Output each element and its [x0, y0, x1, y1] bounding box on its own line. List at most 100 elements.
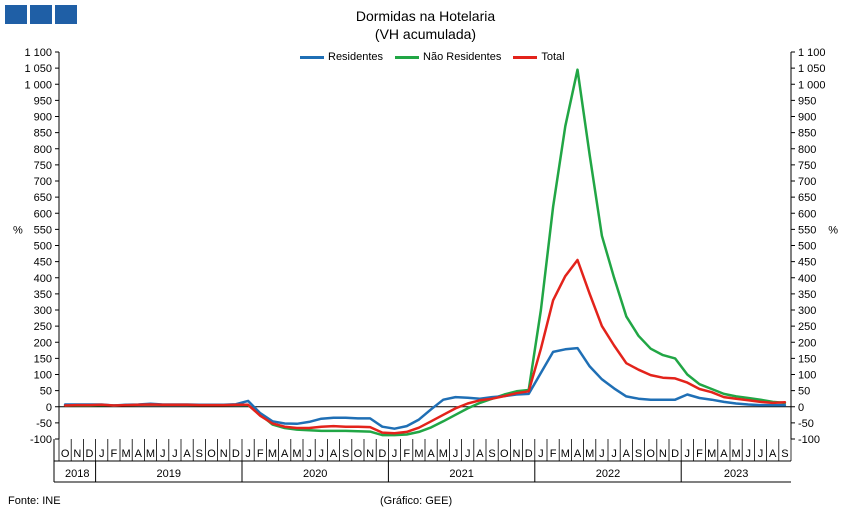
x-tick-label: M	[414, 448, 423, 460]
x-tick-label: M	[292, 448, 301, 460]
x-tick-label: F	[696, 448, 703, 460]
chart-title: Dormidas na Hotelaria	[355, 8, 496, 24]
x-tick-label: A	[574, 448, 582, 460]
x-tick-label: J	[599, 448, 605, 460]
y-tick-label-left: 850	[34, 128, 52, 140]
x-tick-label: J	[319, 448, 325, 460]
x-tick-label: D	[86, 448, 94, 460]
y-tick-label-right: 850	[798, 128, 816, 140]
x-tick-label: S	[781, 448, 788, 460]
x-tick-label: A	[281, 448, 289, 460]
y-tick-label-right: 150	[798, 353, 816, 365]
x-tick-label: J	[758, 448, 764, 460]
series-line-total	[63, 258, 787, 435]
x-tick-label: M	[585, 448, 594, 460]
y-tick-label-right: 1 050	[798, 63, 826, 75]
x-tick-label: J	[538, 448, 544, 460]
x-year-label: 2020	[303, 468, 327, 480]
y-tick-label-left: 700	[34, 176, 52, 188]
y-axis-unit-left: %	[13, 224, 23, 236]
x-tick-label: J	[453, 448, 459, 460]
logo-block	[30, 5, 52, 24]
source-note: Fonte: INE	[8, 495, 61, 507]
series-line-nao-residentes	[63, 68, 787, 437]
x-tick-label: N	[366, 448, 374, 460]
y-tick-label-left: 550	[34, 224, 52, 236]
y-tick-label-right: 1 000	[798, 79, 826, 91]
y-tick-label-left: 50	[40, 386, 52, 398]
x-tick-label: S	[196, 448, 203, 460]
y-tick-label-right: 550	[798, 224, 816, 236]
x-tick-label: D	[525, 448, 533, 460]
y-tick-label-left: 600	[34, 208, 52, 220]
y-tick-label-left: 800	[34, 144, 52, 156]
y-tick-label-left: 450	[34, 257, 52, 269]
x-tick-label: J	[99, 448, 105, 460]
x-tick-label: J	[172, 448, 178, 460]
x-tick-label: S	[635, 448, 642, 460]
x-tick-label: S	[488, 448, 495, 460]
y-tick-label-left: 650	[34, 192, 52, 204]
x-tick-label: O	[61, 448, 70, 460]
x-tick-label: D	[671, 448, 679, 460]
x-tick-label: J	[611, 448, 617, 460]
y-tick-label-left: 100	[34, 370, 52, 382]
x-tick-label: A	[720, 448, 728, 460]
chart-subtitle: (VH acumulada)	[374, 26, 477, 42]
y-tick-label-left: 150	[34, 353, 52, 365]
y-tick-label-right: 600	[798, 208, 816, 220]
y-tick-label-right: -100	[798, 434, 820, 446]
y-tick-label-right: 200	[798, 337, 816, 349]
x-tick-label: F	[111, 448, 118, 460]
x-tick-label: M	[122, 448, 131, 460]
x-tick-label: O	[207, 448, 216, 460]
y-tick-label-right: 300	[798, 305, 816, 317]
y-tick-label-left: 250	[34, 321, 52, 333]
x-tick-label: A	[769, 448, 777, 460]
y-tick-label-left: 500	[34, 241, 52, 253]
y-tick-label-left: 350	[34, 289, 52, 301]
y-tick-label-left: 1 050	[24, 63, 52, 75]
x-tick-label: N	[220, 448, 228, 460]
logo-block	[5, 5, 27, 24]
x-tick-label: A	[476, 448, 484, 460]
y-tick-label-right: 900	[798, 112, 816, 124]
series-line-residentes	[63, 346, 787, 430]
y-tick-label-right: 650	[798, 192, 816, 204]
x-year-label: 2019	[157, 468, 181, 480]
x-tick-label: N	[659, 448, 667, 460]
x-tick-label: O	[500, 448, 509, 460]
x-tick-label: F	[550, 448, 557, 460]
x-tick-label: M	[439, 448, 448, 460]
y-tick-label-right: 350	[798, 289, 816, 301]
x-tick-label: A	[427, 448, 435, 460]
y-tick-label-left: 0	[46, 402, 52, 414]
x-tick-label: N	[73, 448, 81, 460]
legend-label: Total	[541, 51, 565, 63]
x-tick-label: N	[513, 448, 521, 460]
y-tick-label-right: 50	[798, 386, 810, 398]
x-tick-label: D	[378, 448, 386, 460]
x-tick-label: J	[746, 448, 752, 460]
y-tick-label-left: 1 100	[24, 47, 52, 59]
y-tick-label-right: 400	[798, 273, 816, 285]
legend-swatch	[300, 55, 324, 59]
x-tick-label: M	[707, 448, 716, 460]
x-tick-label: O	[354, 448, 363, 460]
y-tick-label-right: -50	[798, 418, 814, 430]
y-tick-label-right: 950	[798, 95, 816, 107]
x-tick-label: J	[306, 448, 312, 460]
x-tick-label: M	[732, 448, 741, 460]
y-tick-label-left: 950	[34, 95, 52, 107]
y-tick-label-right: 500	[798, 241, 816, 253]
legend-swatch	[395, 55, 420, 59]
x-tick-label: J	[392, 448, 398, 460]
x-tick-label: A	[183, 448, 191, 460]
y-tick-label-right: 100	[798, 370, 816, 382]
y-tick-label-right: 1 100	[798, 47, 826, 59]
y-tick-label-right: 450	[798, 257, 816, 269]
x-tick-label: M	[268, 448, 277, 460]
legend-item: Total	[513, 51, 565, 63]
legend-item: Residentes	[300, 51, 383, 63]
